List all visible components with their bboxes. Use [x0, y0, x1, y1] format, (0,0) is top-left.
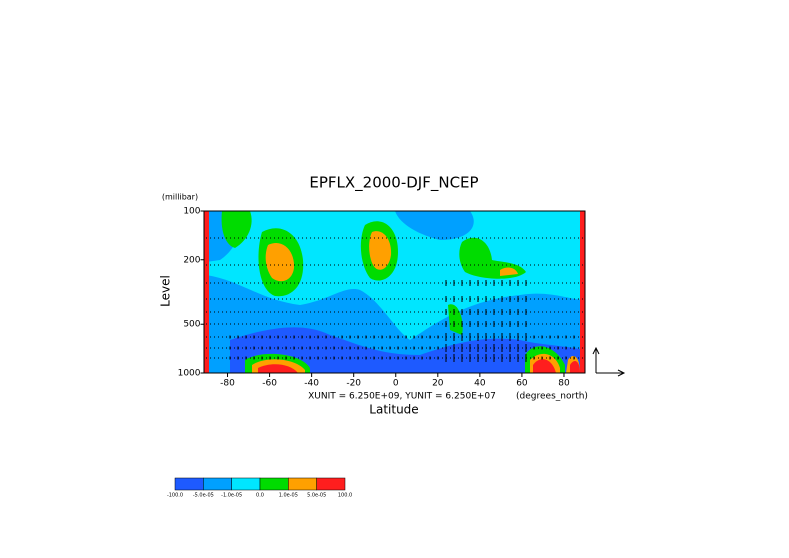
x-tick-label: -80	[220, 379, 235, 389]
colorbar-box	[203, 477, 232, 491]
x-tick-label: 40	[474, 379, 486, 389]
contour-region	[221, 211, 252, 248]
y-axis-label: Level	[159, 275, 173, 307]
plot-frame	[203, 210, 586, 374]
colorbar-label: -5.0e-05	[193, 493, 214, 499]
colorbar-box	[259, 477, 289, 491]
colorbar-box	[316, 477, 346, 491]
contour-region	[533, 359, 556, 373]
y-tick-label: 1000	[178, 369, 201, 379]
x-tick-label: 0	[393, 379, 399, 389]
reference-arrow-right	[596, 369, 626, 377]
colorbar-label: 100.0	[338, 493, 352, 499]
x-tick-label: 20	[432, 379, 444, 389]
vector-scale-label: XUNIT = 6.250E+09, YUNIT = 6.250E+07	[308, 392, 496, 402]
x-tick-label: -20	[346, 379, 361, 389]
colorbar-box	[174, 477, 204, 491]
colorbar-label: -1.0e-05	[221, 493, 242, 499]
x-axis-label: Latitude	[369, 403, 418, 417]
contour-field	[204, 211, 585, 373]
x-unit-label: (degrees_north)	[516, 392, 588, 402]
colorbar-box	[288, 477, 317, 491]
x-tick-label: -40	[304, 379, 319, 389]
colorbar-label: 0.0	[256, 493, 264, 499]
contour-region	[258, 364, 298, 373]
contour-region	[230, 327, 585, 373]
vector-reference	[592, 346, 626, 377]
y-tick-label: 500	[183, 320, 200, 330]
contour-region	[395, 211, 474, 240]
colorbar-box	[231, 477, 261, 491]
x-tick-label: 60	[516, 379, 528, 389]
contour-region	[570, 361, 580, 373]
y-tick-label: 100	[183, 207, 200, 217]
chart-title: EPFLX_2000-DJF_NCEP	[309, 174, 478, 193]
y-unit-label: (millibar)	[162, 193, 198, 202]
x-tick-label: -60	[262, 379, 277, 389]
vectors	[229, 280, 575, 362]
colorbar-label: -100.0	[167, 493, 183, 499]
contour-region	[204, 211, 209, 373]
contour-region	[265, 242, 295, 282]
contour-region	[500, 267, 518, 276]
contour-region	[369, 231, 392, 270]
contour-region	[448, 304, 463, 335]
colorbar-label: 5.0e-05	[307, 493, 326, 499]
x-tick-label: 80	[558, 379, 570, 389]
y-tick-label: 200	[183, 255, 200, 265]
reference-arrow-up	[592, 346, 600, 373]
colorbar-label: 1.0e-05	[279, 493, 298, 499]
contour-region	[580, 211, 585, 373]
